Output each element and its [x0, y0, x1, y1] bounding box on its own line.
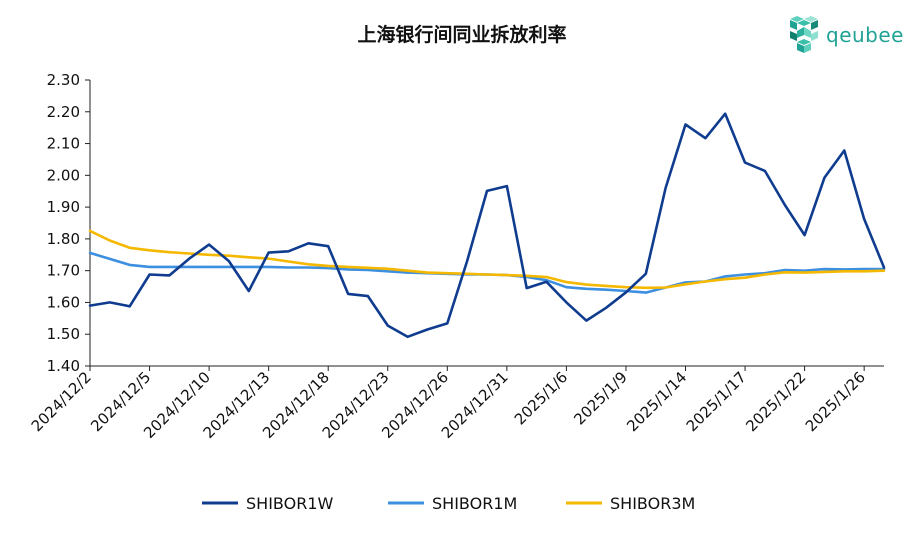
- x-tick-label: 2024/12/2: [28, 368, 95, 435]
- x-tick-label: 2025/1/22: [742, 368, 809, 435]
- y-tick-label: 2.20: [47, 103, 80, 121]
- x-tick-label: 2025/1/17: [683, 368, 750, 435]
- y-tick-label: 2.00: [47, 166, 80, 184]
- y-tick-label: 2.10: [47, 135, 80, 153]
- x-tick-label: 2025/1/14: [623, 368, 690, 435]
- cube-logo-icon: [790, 16, 818, 53]
- legend-label-shibor1w: SHIBOR1W: [246, 494, 333, 513]
- chart-title: 上海银行间同业拆放利率: [357, 24, 567, 46]
- series-line-shibor3m: [88, 229, 886, 290]
- y-tick-label: 2.30: [47, 71, 80, 89]
- qeubee-logo: qeubee: [786, 14, 910, 58]
- y-tick-label: 1.70: [47, 262, 80, 280]
- legend-label-shibor3m: SHIBOR3M: [610, 494, 695, 513]
- series-line-shibor1m: [88, 251, 886, 294]
- chart-legend: SHIBOR1W SHIBOR1M SHIBOR3M: [202, 494, 695, 513]
- legend-label-shibor1m: SHIBOR1M: [432, 494, 517, 513]
- series-line-shibor1w: [88, 112, 886, 339]
- chart-axes: 1.40 1.50 1.60 1.70 1.80 1.90 2.00 2.10 2.20 2.30…: [28, 71, 884, 442]
- y-tick-label: 1.40: [47, 357, 80, 375]
- y-tick-label: 1.80: [47, 230, 80, 248]
- chart-series: [88, 112, 886, 339]
- x-tick-label: 2025/1/6: [511, 368, 571, 428]
- x-tick-label: 2025/1/26: [802, 368, 869, 435]
- y-tick-label: 1.90: [47, 198, 80, 216]
- y-tick-label: 1.50: [47, 325, 80, 343]
- x-tick-label: 2025/1/9: [570, 368, 630, 428]
- y-tick-label: 1.60: [47, 293, 80, 311]
- logo-wordmark: qeubee: [826, 23, 904, 47]
